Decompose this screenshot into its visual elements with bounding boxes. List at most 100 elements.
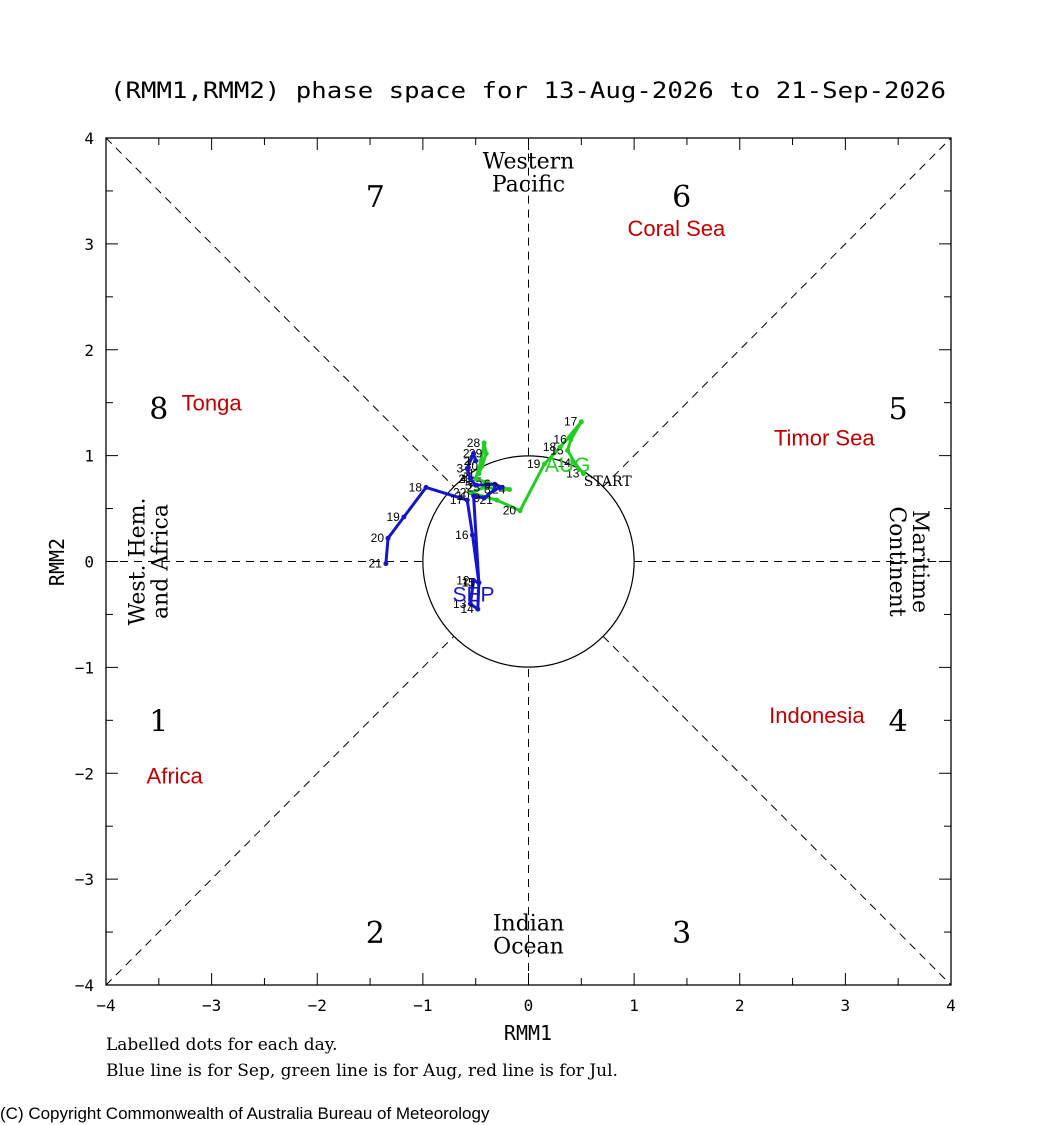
unit-circle	[422, 455, 635, 668]
place-label: Tonga	[182, 391, 243, 416]
day-label: 15	[461, 576, 475, 590]
day-dot	[517, 508, 523, 514]
day-dot	[467, 601, 473, 607]
day-dot	[494, 497, 500, 503]
day-dot	[492, 487, 498, 493]
day-dot	[473, 458, 479, 464]
day-label: 28	[467, 436, 481, 450]
day-label: 17	[564, 415, 578, 429]
x-tick-label: 1	[629, 996, 639, 1015]
day-dot	[467, 490, 473, 496]
day-dot	[470, 532, 476, 538]
day-dot	[541, 461, 547, 467]
phase-number: 7	[366, 180, 385, 215]
x-tick-label: −2	[308, 996, 327, 1015]
day-dot	[499, 484, 505, 490]
day-dot	[471, 451, 477, 457]
day-dot	[478, 458, 484, 464]
footnote-daily-dots: Labelled dots for each day.	[106, 1035, 338, 1055]
phase-divider-line	[602, 636, 952, 986]
place-label: Timor Sea	[774, 426, 875, 451]
y-axis-label: RMM2	[45, 538, 69, 586]
chart-title: (RMM1,RMM2) phase space for 13-Aug-2026 …	[110, 79, 946, 104]
x-tick-label: 2	[735, 996, 745, 1015]
start-label: START	[584, 474, 633, 490]
day-dot	[580, 471, 586, 477]
month-label: SEP	[453, 583, 495, 606]
region-label: Ocean	[493, 935, 564, 960]
day-dot	[578, 419, 584, 425]
region-label: Maritime	[907, 510, 932, 613]
phase-divider-line	[602, 137, 952, 487]
phase-number: 3	[672, 916, 691, 951]
month-label: AUG	[545, 454, 591, 477]
day-dot	[479, 463, 485, 469]
y-tick-label: 3	[84, 235, 94, 254]
day-label: 16	[455, 528, 469, 542]
day-dot	[483, 451, 489, 457]
day-label: 17	[450, 493, 464, 507]
day-label: 5	[465, 478, 472, 492]
day-label: 13	[453, 597, 467, 611]
day-dot	[568, 437, 574, 443]
day-label: 1	[465, 454, 472, 468]
y-tick-label: 0	[84, 553, 94, 572]
region-label: Continent	[884, 506, 909, 616]
x-tick-label: 0	[524, 996, 534, 1015]
day-dot	[423, 484, 429, 490]
day-dot	[471, 493, 477, 499]
region-label: Pacific	[492, 172, 565, 197]
region-label: and Africa	[148, 504, 173, 619]
day-dot	[572, 460, 578, 466]
day-dot	[467, 476, 473, 482]
day-label: 12	[456, 574, 470, 588]
day-dot	[473, 476, 479, 482]
x-tick-label: −3	[202, 996, 221, 1015]
x-tick-label: −4	[96, 996, 115, 1015]
day-label: 20	[371, 531, 385, 545]
day-label: 14	[460, 602, 474, 616]
day-label: 3	[457, 461, 464, 475]
place-label: Coral Sea	[627, 216, 726, 241]
place-label: Indonesia	[769, 703, 865, 728]
region-label: West. Hem.	[125, 497, 150, 625]
place-label: Africa	[147, 763, 204, 788]
y-tick-label: 1	[84, 447, 94, 466]
region-label: Western	[483, 149, 575, 174]
day-dot	[475, 606, 481, 612]
y-tick-label: 4	[84, 129, 94, 148]
day-dot	[473, 482, 479, 488]
y-tick-label: −4	[75, 976, 94, 995]
day-dot	[464, 465, 470, 471]
footnote-line-colors: Blue line is for Sep, green line is for …	[106, 1061, 618, 1081]
region-label: Indian	[493, 912, 564, 937]
region-label-group: West. Hem.and Africa	[125, 497, 173, 625]
phase-number: 8	[149, 392, 168, 427]
day-label: 18	[543, 440, 557, 454]
day-label: 9	[473, 491, 480, 505]
y-tick-label: −2	[75, 764, 94, 783]
day-label: 8	[484, 483, 491, 497]
day-dot	[476, 471, 482, 477]
day-dot	[471, 578, 477, 584]
day-label: 19	[387, 510, 401, 524]
y-tick-label: −3	[75, 870, 94, 889]
day-label: 18	[409, 480, 423, 494]
day-dot	[481, 440, 487, 446]
day-label: 21	[369, 557, 383, 571]
day-dot	[506, 487, 512, 493]
x-tick-label: 3	[841, 996, 851, 1015]
day-dot	[385, 535, 391, 541]
x-axis-label: RMM1	[504, 1021, 552, 1045]
x-tick-label: −1	[413, 996, 432, 1015]
day-label: 20	[503, 504, 517, 518]
x-tick-label: 4	[946, 996, 956, 1015]
day-label: 16	[553, 433, 567, 447]
day-label: 13	[566, 467, 580, 481]
day-label: 14	[558, 456, 572, 470]
phase-divider-line	[105, 137, 455, 487]
phase-number: 6	[672, 180, 691, 215]
y-tick-label: −1	[75, 658, 94, 677]
